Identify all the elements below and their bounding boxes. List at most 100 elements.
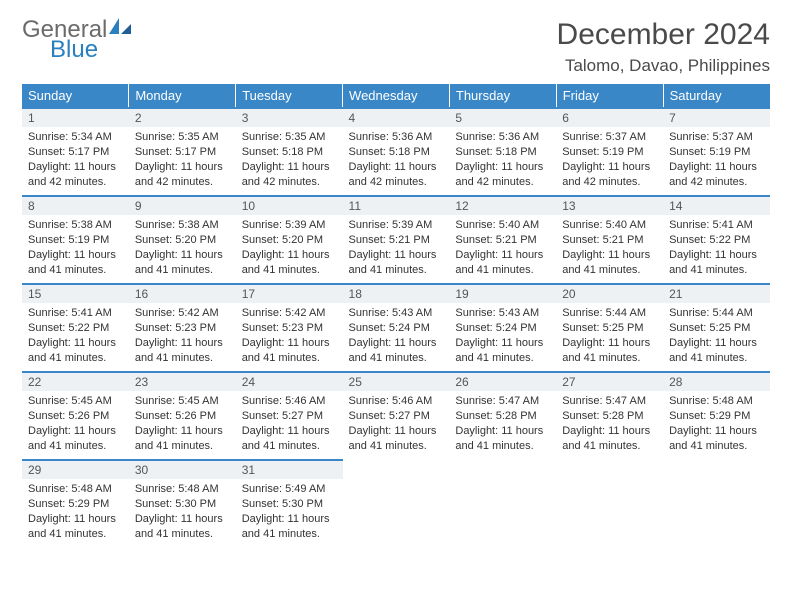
calendar-cell: 13Sunrise: 5:40 AMSunset: 5:21 PMDayligh… bbox=[556, 196, 663, 284]
sunrise-line: Sunrise: 5:39 AM bbox=[242, 218, 337, 233]
day-number: 18 bbox=[343, 285, 450, 303]
calendar-row: 22Sunrise: 5:45 AMSunset: 5:26 PMDayligh… bbox=[22, 372, 770, 460]
day-number: 3 bbox=[236, 109, 343, 127]
weekday-header: Tuesday bbox=[236, 84, 343, 108]
day-number: 20 bbox=[556, 285, 663, 303]
daylight-line: Daylight: 11 hours and 41 minutes. bbox=[28, 512, 123, 542]
day-number: 22 bbox=[22, 373, 129, 391]
day-number: 29 bbox=[22, 461, 129, 479]
sunrise-line: Sunrise: 5:46 AM bbox=[242, 394, 337, 409]
day-number: 10 bbox=[236, 197, 343, 215]
day-details: Sunrise: 5:48 AMSunset: 5:29 PMDaylight:… bbox=[22, 479, 129, 545]
daylight-line: Daylight: 11 hours and 42 minutes. bbox=[562, 160, 657, 190]
calendar-cell: 2Sunrise: 5:35 AMSunset: 5:17 PMDaylight… bbox=[129, 108, 236, 196]
sunset-line: Sunset: 5:26 PM bbox=[135, 409, 230, 424]
sunrise-line: Sunrise: 5:39 AM bbox=[349, 218, 444, 233]
weekday-header: Friday bbox=[556, 84, 663, 108]
daylight-line: Daylight: 11 hours and 42 minutes. bbox=[349, 160, 444, 190]
day-number: 30 bbox=[129, 461, 236, 479]
daylight-line: Daylight: 11 hours and 41 minutes. bbox=[669, 424, 764, 454]
calendar-cell: 18Sunrise: 5:43 AMSunset: 5:24 PMDayligh… bbox=[343, 284, 450, 372]
sunset-line: Sunset: 5:20 PM bbox=[242, 233, 337, 248]
day-details: Sunrise: 5:42 AMSunset: 5:23 PMDaylight:… bbox=[236, 303, 343, 369]
day-details: Sunrise: 5:44 AMSunset: 5:25 PMDaylight:… bbox=[663, 303, 770, 369]
sunrise-line: Sunrise: 5:48 AM bbox=[135, 482, 230, 497]
day-number: 25 bbox=[343, 373, 450, 391]
sunset-line: Sunset: 5:23 PM bbox=[242, 321, 337, 336]
title-block: December 2024 Talomo, Davao, Philippines bbox=[557, 18, 770, 76]
day-details: Sunrise: 5:49 AMSunset: 5:30 PMDaylight:… bbox=[236, 479, 343, 545]
day-number: 24 bbox=[236, 373, 343, 391]
sunrise-line: Sunrise: 5:43 AM bbox=[349, 306, 444, 321]
day-number: 5 bbox=[449, 109, 556, 127]
sunset-line: Sunset: 5:29 PM bbox=[669, 409, 764, 424]
day-details: Sunrise: 5:36 AMSunset: 5:18 PMDaylight:… bbox=[343, 127, 450, 193]
day-number: 9 bbox=[129, 197, 236, 215]
sunrise-line: Sunrise: 5:41 AM bbox=[28, 306, 123, 321]
calendar-cell: 15Sunrise: 5:41 AMSunset: 5:22 PMDayligh… bbox=[22, 284, 129, 372]
sunrise-line: Sunrise: 5:49 AM bbox=[242, 482, 337, 497]
sunrise-line: Sunrise: 5:42 AM bbox=[135, 306, 230, 321]
weekday-header: Saturday bbox=[663, 84, 770, 108]
day-details: Sunrise: 5:39 AMSunset: 5:20 PMDaylight:… bbox=[236, 215, 343, 281]
sunrise-line: Sunrise: 5:37 AM bbox=[562, 130, 657, 145]
calendar-cell: 24Sunrise: 5:46 AMSunset: 5:27 PMDayligh… bbox=[236, 372, 343, 460]
calendar-cell: 7Sunrise: 5:37 AMSunset: 5:19 PMDaylight… bbox=[663, 108, 770, 196]
day-details: Sunrise: 5:43 AMSunset: 5:24 PMDaylight:… bbox=[449, 303, 556, 369]
calendar-cell: 20Sunrise: 5:44 AMSunset: 5:25 PMDayligh… bbox=[556, 284, 663, 372]
calendar-cell bbox=[556, 460, 663, 548]
day-number: 26 bbox=[449, 373, 556, 391]
daylight-line: Daylight: 11 hours and 41 minutes. bbox=[562, 248, 657, 278]
logo: General Blue bbox=[22, 18, 131, 66]
day-details: Sunrise: 5:46 AMSunset: 5:27 PMDaylight:… bbox=[236, 391, 343, 457]
calendar-cell: 6Sunrise: 5:37 AMSunset: 5:19 PMDaylight… bbox=[556, 108, 663, 196]
sunrise-line: Sunrise: 5:34 AM bbox=[28, 130, 123, 145]
day-number: 23 bbox=[129, 373, 236, 391]
day-details: Sunrise: 5:35 AMSunset: 5:17 PMDaylight:… bbox=[129, 127, 236, 193]
day-number: 1 bbox=[22, 109, 129, 127]
day-number: 27 bbox=[556, 373, 663, 391]
day-number: 13 bbox=[556, 197, 663, 215]
calendar-cell: 30Sunrise: 5:48 AMSunset: 5:30 PMDayligh… bbox=[129, 460, 236, 548]
calendar-cell: 1Sunrise: 5:34 AMSunset: 5:17 PMDaylight… bbox=[22, 108, 129, 196]
sunset-line: Sunset: 5:29 PM bbox=[28, 497, 123, 512]
sunrise-line: Sunrise: 5:48 AM bbox=[28, 482, 123, 497]
sunrise-line: Sunrise: 5:36 AM bbox=[455, 130, 550, 145]
daylight-line: Daylight: 11 hours and 42 minutes. bbox=[455, 160, 550, 190]
daylight-line: Daylight: 11 hours and 41 minutes. bbox=[455, 336, 550, 366]
calendar-cell: 22Sunrise: 5:45 AMSunset: 5:26 PMDayligh… bbox=[22, 372, 129, 460]
sunset-line: Sunset: 5:22 PM bbox=[28, 321, 123, 336]
daylight-line: Daylight: 11 hours and 41 minutes. bbox=[242, 336, 337, 366]
daylight-line: Daylight: 11 hours and 41 minutes. bbox=[135, 248, 230, 278]
sunrise-line: Sunrise: 5:38 AM bbox=[135, 218, 230, 233]
calendar-cell: 4Sunrise: 5:36 AMSunset: 5:18 PMDaylight… bbox=[343, 108, 450, 196]
sunset-line: Sunset: 5:28 PM bbox=[562, 409, 657, 424]
calendar-cell: 31Sunrise: 5:49 AMSunset: 5:30 PMDayligh… bbox=[236, 460, 343, 548]
day-details: Sunrise: 5:40 AMSunset: 5:21 PMDaylight:… bbox=[449, 215, 556, 281]
day-number: 2 bbox=[129, 109, 236, 127]
sunset-line: Sunset: 5:30 PM bbox=[135, 497, 230, 512]
daylight-line: Daylight: 11 hours and 41 minutes. bbox=[562, 336, 657, 366]
sunrise-line: Sunrise: 5:43 AM bbox=[455, 306, 550, 321]
logo-text: General Blue bbox=[22, 18, 131, 66]
sunrise-line: Sunrise: 5:35 AM bbox=[135, 130, 230, 145]
daylight-line: Daylight: 11 hours and 41 minutes. bbox=[562, 424, 657, 454]
day-number: 11 bbox=[343, 197, 450, 215]
daylight-line: Daylight: 11 hours and 41 minutes. bbox=[349, 336, 444, 366]
calendar-cell: 16Sunrise: 5:42 AMSunset: 5:23 PMDayligh… bbox=[129, 284, 236, 372]
sunset-line: Sunset: 5:19 PM bbox=[28, 233, 123, 248]
day-number: 16 bbox=[129, 285, 236, 303]
day-details: Sunrise: 5:45 AMSunset: 5:26 PMDaylight:… bbox=[22, 391, 129, 457]
sunset-line: Sunset: 5:17 PM bbox=[28, 145, 123, 160]
sunrise-line: Sunrise: 5:44 AM bbox=[669, 306, 764, 321]
day-details: Sunrise: 5:43 AMSunset: 5:24 PMDaylight:… bbox=[343, 303, 450, 369]
calendar-row: 29Sunrise: 5:48 AMSunset: 5:29 PMDayligh… bbox=[22, 460, 770, 548]
day-details: Sunrise: 5:38 AMSunset: 5:19 PMDaylight:… bbox=[22, 215, 129, 281]
day-number: 21 bbox=[663, 285, 770, 303]
calendar-cell bbox=[449, 460, 556, 548]
day-number: 7 bbox=[663, 109, 770, 127]
day-details: Sunrise: 5:46 AMSunset: 5:27 PMDaylight:… bbox=[343, 391, 450, 457]
sunrise-line: Sunrise: 5:37 AM bbox=[669, 130, 764, 145]
calendar-cell: 19Sunrise: 5:43 AMSunset: 5:24 PMDayligh… bbox=[449, 284, 556, 372]
sunset-line: Sunset: 5:28 PM bbox=[455, 409, 550, 424]
